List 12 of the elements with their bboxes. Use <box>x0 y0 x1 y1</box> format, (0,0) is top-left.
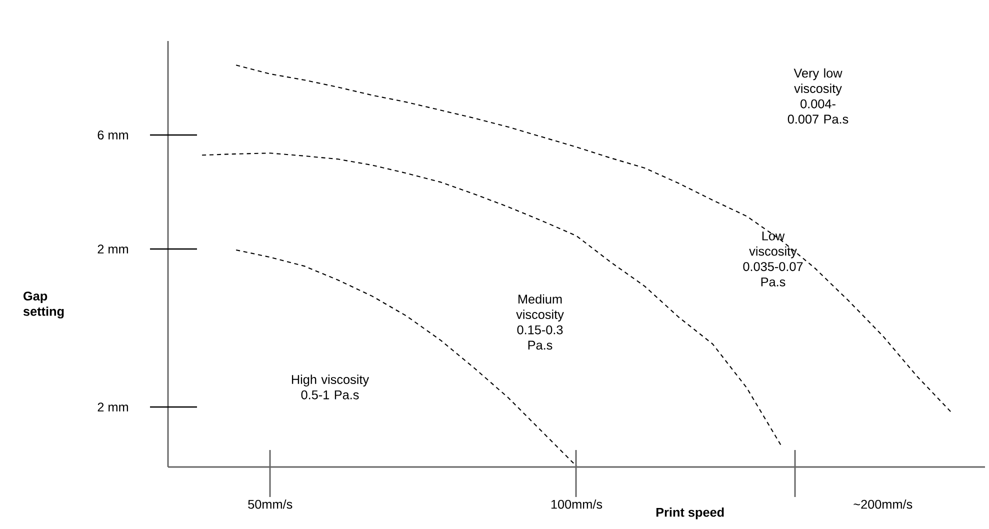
annotation: Low viscosity 0.035-0.07 Pa.s <box>743 232 803 286</box>
annotation: Very low viscosity 0.004-0.007 Pa.s <box>788 68 848 124</box>
text: Gap setting <box>23 292 64 318</box>
annotation: Medium viscosity 0.15-0.3 Pa.s <box>516 294 564 350</box>
text: 2 mm <box>98 244 128 254</box>
x-tick-label: ~200mm/s <box>854 499 912 509</box>
text: 2 mm <box>98 402 128 412</box>
x-tick-label: 100mm/s <box>551 499 602 509</box>
x-tick-label: 50mm/s <box>248 499 292 509</box>
text: 6 mm <box>98 130 128 140</box>
x-axis-title: Print speed <box>656 507 724 520</box>
annotation: High viscosity 0.5-1 Pa.s <box>292 374 370 400</box>
